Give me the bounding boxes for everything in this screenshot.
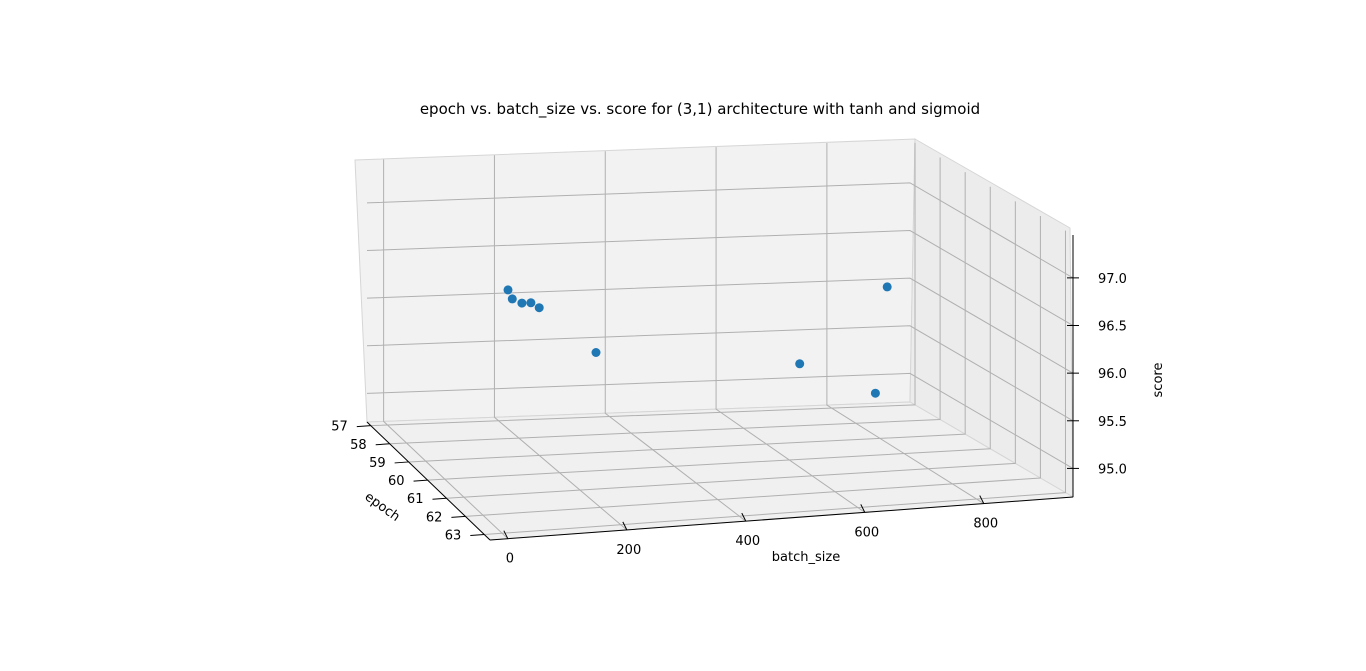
score-tick-label: 96.5	[1098, 320, 1127, 335]
epoch-tick-label: 59	[369, 456, 386, 471]
batch-size-tick	[979, 495, 985, 504]
batch-size-grid-line	[604, 151, 747, 522]
epoch-tick-label: 57	[331, 420, 348, 435]
data-point	[795, 359, 805, 369]
data-point	[507, 294, 517, 304]
epoch-tick-label: 62	[426, 510, 443, 525]
epoch-grid-line	[408, 172, 966, 463]
epoch-tick	[432, 497, 447, 500]
epoch-tick-label: 63	[445, 529, 462, 544]
data-point	[591, 348, 601, 357]
score-grid-line	[366, 182, 1074, 279]
chart-title: epoch vs. batch_size vs. score for (3,1)…	[420, 100, 980, 119]
score-tick-label: 95.0	[1098, 462, 1127, 477]
epoch-grid-line	[389, 157, 941, 445]
score-grid-line	[366, 230, 1074, 326]
epoch-tick-label: 60	[388, 474, 405, 489]
score-grid-line	[366, 325, 1074, 422]
data-point	[882, 282, 892, 292]
data-points	[503, 282, 892, 398]
epoch-tick	[394, 461, 409, 464]
score-tick-label: 97.0	[1098, 272, 1127, 287]
epoch-grid-line	[370, 142, 916, 427]
epoch-tick	[451, 515, 466, 518]
epoch-axis-label: epoch	[362, 489, 403, 524]
epoch-tick	[375, 443, 390, 446]
score-grid-line	[366, 372, 1074, 469]
batch-size-tick	[741, 512, 747, 522]
batch-size-tick-label: 800	[973, 517, 998, 532]
batch-size-grid-line	[715, 147, 866, 513]
batch-size-tick-label: 0	[506, 552, 514, 567]
epoch-grid-line	[427, 186, 991, 481]
back-wall-pane	[354, 138, 916, 423]
data-point	[503, 285, 513, 295]
batch-size-tick-label: 400	[735, 534, 760, 549]
score-grid-line	[366, 277, 1074, 374]
score-tick-label: 95.5	[1098, 415, 1127, 430]
epoch-grid-line	[465, 216, 1041, 517]
batch-size-tick	[503, 530, 509, 539]
batch-size-axis-label: batch_size	[772, 550, 840, 565]
data-point	[517, 298, 527, 308]
batch-size-tick-label: 600	[854, 525, 879, 540]
epoch-tick	[413, 479, 428, 482]
batch-size-tick	[860, 504, 866, 513]
batch-size-grid-line	[493, 155, 628, 531]
data-point	[526, 298, 536, 308]
epoch-axis-line	[366, 421, 491, 541]
epoch-tick	[470, 534, 485, 537]
batch-size-axis-line	[489, 496, 1074, 541]
epoch-grid-line	[484, 230, 1066, 536]
score-tick-label: 96.0	[1098, 367, 1127, 382]
batch-size-tick	[622, 521, 628, 531]
batch-size-grid-line	[383, 159, 509, 540]
batch-size-tick-label: 200	[616, 543, 641, 558]
axes	[366, 235, 1074, 541]
batch-size-grid-line	[826, 143, 985, 505]
data-point	[870, 388, 880, 398]
data-point	[534, 303, 544, 313]
epoch-tick	[356, 425, 371, 428]
epoch-tick-label: 61	[407, 492, 424, 507]
score-axis-label: score	[1151, 363, 1166, 398]
epoch-tick-label: 58	[350, 438, 367, 453]
epoch-grid-line	[446, 201, 1016, 499]
grid-lines	[366, 142, 1074, 540]
